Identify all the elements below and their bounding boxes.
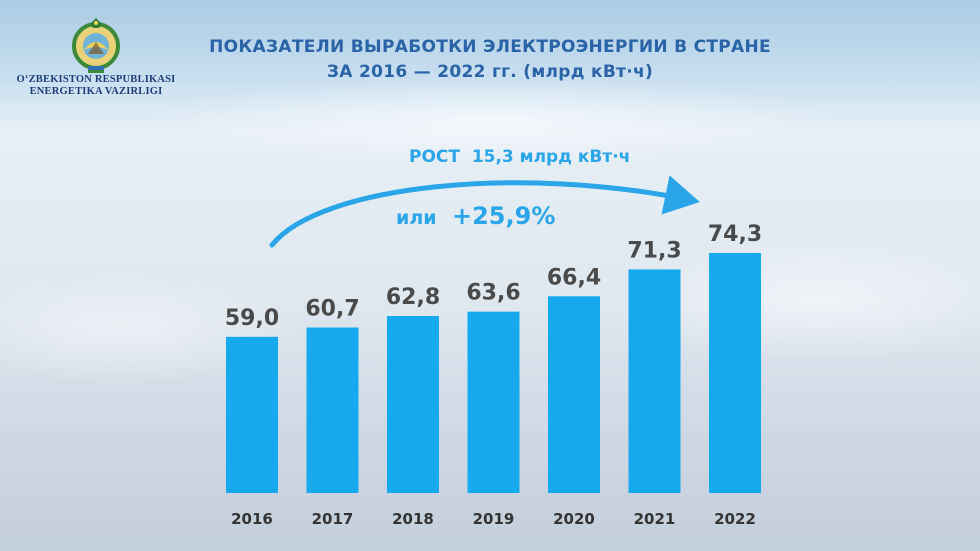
bar-2018 [387, 316, 439, 493]
x-tick-label-2018: 2018 [392, 510, 434, 528]
x-tick-label-2016: 2016 [231, 510, 273, 528]
bar-2017 [306, 327, 359, 493]
page-title-line-1: ПОКАЗАТЕЛИ ВЫРАБОТКИ ЭЛЕКТРОЭНЕРГИИ В СТ… [209, 37, 771, 57]
x-tick-label-2022: 2022 [714, 510, 756, 528]
x-tick-label-2020: 2020 [553, 510, 595, 528]
growth-annotation: РОСТ 15,3 млрд кВт·ч или +25,9% [269, 147, 700, 248]
bar-2021 [628, 269, 681, 493]
bar-2016 [226, 336, 278, 493]
value-label-2022: 74,3 [708, 222, 762, 247]
ministry-name: O‘ZBEKISTON RESPUBLIKASI ENERGETIKA VAZI… [14, 74, 178, 98]
value-label-2019: 63,6 [466, 281, 520, 306]
growth-arrow [269, 175, 700, 248]
growth-label: РОСТ 15,3 млрд кВт·ч [409, 147, 630, 167]
x-tick-label-2017: 2017 [312, 510, 354, 528]
percent-value: +25,9% [452, 202, 555, 230]
bar-2022 [709, 253, 761, 493]
page-title-line-2: ЗА 2016 — 2022 гг. (млрд кВт·ч) [326, 62, 654, 82]
value-label-2020: 66,4 [547, 265, 601, 290]
value-label-2017: 60,7 [305, 297, 359, 322]
bar-2020 [548, 296, 600, 493]
ministry-line-2: ENERGETIKA VAZIRLIGI [29, 86, 163, 97]
state-emblem-icon [72, 18, 120, 73]
value-label-2018: 62,8 [386, 285, 440, 310]
percent-prefix: или [396, 207, 437, 229]
bar-series: 59,0 2016 60,7 2017 62,8 2018 63,6 2019 66,4 2020… [225, 222, 762, 528]
x-tick-label-2021: 2021 [634, 510, 676, 528]
bar-2019 [467, 311, 520, 493]
x-tick-label-2019: 2019 [473, 510, 515, 528]
value-label-2021: 71,3 [627, 238, 681, 263]
ministry-line-1: O‘ZBEKISTON RESPUBLIKASI [16, 74, 176, 85]
value-label-2016: 59,0 [225, 306, 279, 331]
